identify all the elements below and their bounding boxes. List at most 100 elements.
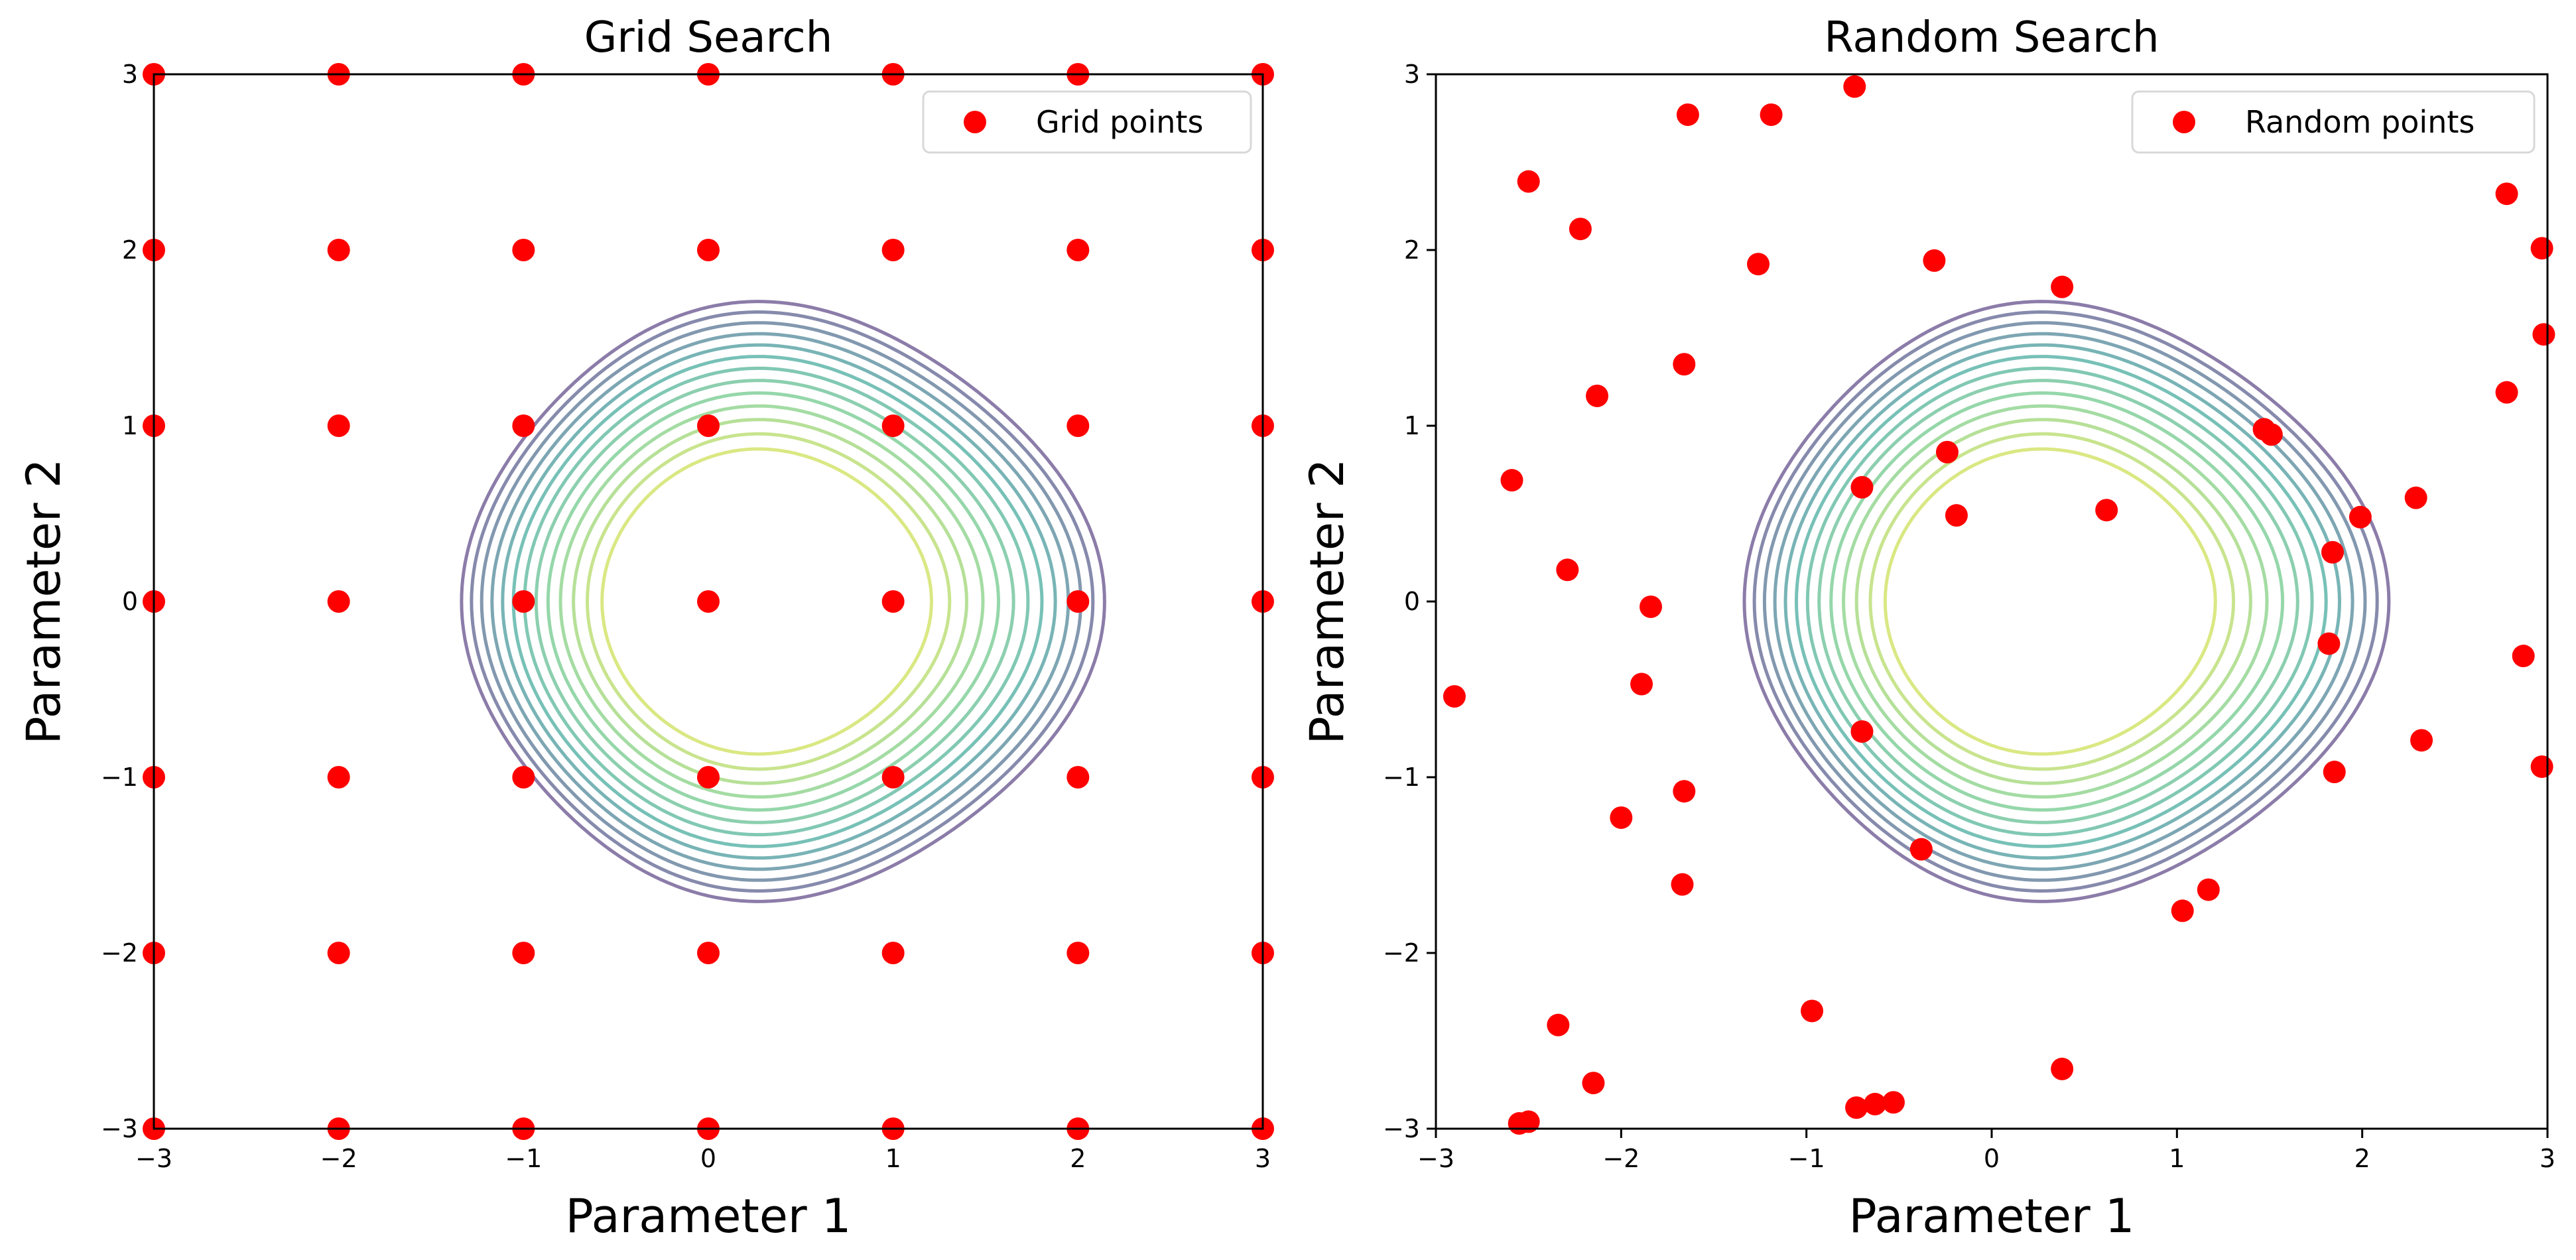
scatter-point bbox=[1443, 685, 1466, 708]
scatter-point bbox=[1066, 239, 1090, 261]
scatter-point bbox=[1547, 1013, 1570, 1037]
scatter-point bbox=[2404, 486, 2427, 509]
scatter-point bbox=[697, 942, 720, 964]
y-tick-label: −3 bbox=[1383, 1114, 1420, 1143]
scatter-point bbox=[2051, 275, 2074, 298]
scatter-point bbox=[2410, 729, 2433, 752]
contour-line bbox=[1817, 379, 2299, 824]
axes-frame bbox=[1435, 73, 2549, 1130]
legend-box bbox=[922, 90, 1252, 154]
contour-line bbox=[460, 300, 1106, 903]
contour-line bbox=[572, 418, 968, 785]
scatter-point bbox=[1801, 999, 1824, 1023]
scatter-point bbox=[1673, 780, 1696, 803]
y-tick-label: 3 bbox=[1404, 60, 1420, 89]
y-tick-label: 3 bbox=[122, 60, 138, 89]
scatter-point bbox=[2532, 323, 2555, 346]
contour-background bbox=[1742, 300, 2391, 903]
scatter-point bbox=[512, 766, 535, 788]
contour-line bbox=[600, 447, 933, 756]
contour-line bbox=[1783, 343, 2341, 860]
scatter-point bbox=[2260, 423, 2283, 446]
axes-frame bbox=[153, 73, 1264, 1130]
random-search-title: Random Search bbox=[1824, 13, 2159, 62]
scatter-point bbox=[2197, 878, 2220, 901]
scatter-point bbox=[1610, 806, 1633, 829]
scatter-point bbox=[881, 414, 905, 437]
x-tick-label: −1 bbox=[1788, 1144, 1825, 1173]
y-tick-label: −1 bbox=[1383, 763, 1420, 792]
scatter-point bbox=[1066, 414, 1090, 437]
scatter-point bbox=[1673, 353, 1696, 376]
contour-line bbox=[586, 432, 952, 771]
scatter-point bbox=[697, 766, 720, 788]
random-search-panel: Random Search Parameter 1 Parameter 2 −3… bbox=[1300, 13, 2555, 1243]
scatter-point bbox=[1676, 103, 1699, 126]
grid-search-xlabel: Parameter 1 bbox=[566, 1189, 852, 1243]
scatter-point bbox=[697, 239, 720, 261]
x-tick-label: −1 bbox=[505, 1144, 542, 1173]
scatter-point bbox=[881, 766, 905, 788]
scatter-point bbox=[1909, 838, 1933, 861]
scatter-point bbox=[512, 942, 535, 964]
scatter-point bbox=[2051, 1057, 2074, 1080]
random-search-plot-area: −3 −2 −1 0 1 2 3 −3 −2 −1 0 1 2 3 Random points bbox=[1383, 60, 2555, 1173]
contour-line bbox=[470, 310, 1095, 893]
scatter-point bbox=[2530, 755, 2553, 779]
scatter-point bbox=[1850, 720, 1874, 743]
scatter-point bbox=[2095, 499, 2118, 522]
scatter-point bbox=[1843, 75, 1866, 98]
scatter-point bbox=[327, 942, 350, 964]
contour-line bbox=[490, 332, 1070, 871]
contour-line bbox=[501, 343, 1057, 860]
y-tick-label: −3 bbox=[101, 1114, 138, 1143]
contour-line bbox=[1868, 432, 2236, 771]
y-tick-label: 0 bbox=[122, 587, 138, 616]
scatter-point bbox=[1850, 475, 1874, 499]
scatter-point bbox=[1517, 170, 1540, 193]
grid-search-title: Grid Search bbox=[584, 13, 833, 62]
scatter-point bbox=[512, 414, 535, 437]
scatter-point bbox=[1066, 590, 1090, 613]
scatter-point bbox=[1517, 1110, 1540, 1133]
x-tick-label: 2 bbox=[1070, 1144, 1086, 1173]
contour-line bbox=[1742, 300, 2391, 903]
y-tick-label: −2 bbox=[101, 938, 138, 968]
contour-line bbox=[1762, 321, 2367, 882]
x-tick-label: 3 bbox=[1255, 1144, 1271, 1173]
grid-search-panel: Grid Search Parameter 1 Parameter 2 −3 −2… bbox=[17, 13, 1274, 1243]
scatter-point bbox=[881, 942, 905, 964]
legend-marker bbox=[2173, 111, 2195, 133]
scatter-point bbox=[327, 590, 350, 613]
scatter-point bbox=[1923, 249, 1946, 272]
scatter-point bbox=[697, 414, 720, 437]
legend-label: Grid points bbox=[1036, 104, 1203, 140]
scatter-point bbox=[881, 590, 905, 613]
x-tick-label: −2 bbox=[320, 1144, 357, 1173]
x-tick-label: 0 bbox=[700, 1144, 716, 1173]
contour-line bbox=[534, 379, 1015, 824]
scatter-point bbox=[697, 590, 720, 613]
contour-line bbox=[1883, 447, 2217, 756]
scatter-point bbox=[2495, 381, 2518, 404]
scatter-point bbox=[1066, 942, 1090, 964]
scatter-point bbox=[1882, 1091, 1905, 1114]
contour-line bbox=[1829, 391, 2285, 812]
contour-line bbox=[546, 391, 1001, 812]
scatter-point bbox=[2530, 237, 2553, 260]
contour-line bbox=[523, 366, 1030, 837]
scatter-point bbox=[1066, 766, 1090, 788]
x-tick-label: 0 bbox=[1984, 1144, 2000, 1173]
scatter-point bbox=[1556, 558, 1579, 582]
legend-label: Random points bbox=[2245, 104, 2475, 140]
contour-line bbox=[1854, 418, 2252, 785]
scatter-point bbox=[1864, 1092, 1887, 1115]
x-tick-label: 1 bbox=[885, 1144, 901, 1173]
y-tick-label: 1 bbox=[122, 411, 138, 440]
scatter-point bbox=[2171, 899, 2194, 922]
scatter-point bbox=[2323, 761, 2346, 784]
scatter-point bbox=[327, 239, 350, 261]
legend: Random points bbox=[2131, 90, 2536, 154]
scatter-point bbox=[512, 239, 535, 261]
